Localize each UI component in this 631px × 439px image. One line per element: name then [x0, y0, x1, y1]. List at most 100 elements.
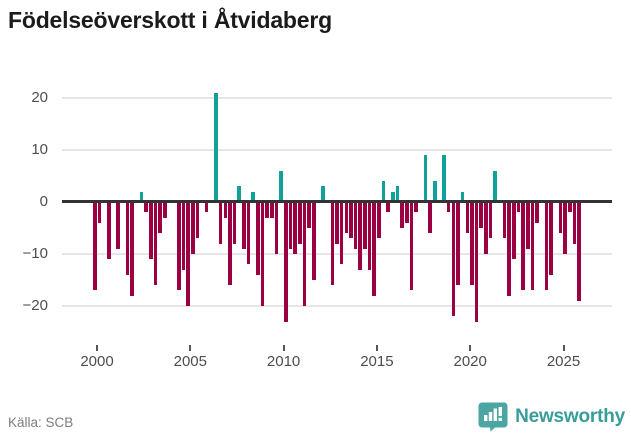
bar[interactable] — [521, 202, 525, 291]
bar[interactable] — [232, 202, 237, 244]
bar[interactable] — [572, 202, 577, 244]
bar[interactable] — [400, 202, 404, 228]
bar[interactable] — [563, 202, 567, 254]
x-axis-tick — [562, 345, 565, 351]
bar[interactable] — [460, 191, 465, 202]
bar[interactable] — [139, 191, 144, 202]
bar[interactable] — [330, 202, 335, 286]
x-axis-tick — [282, 345, 285, 351]
bar[interactable] — [344, 202, 349, 234]
x-axis-tick — [189, 345, 192, 351]
bar[interactable] — [372, 202, 377, 296]
bar[interactable] — [288, 202, 293, 249]
bar[interactable] — [409, 202, 414, 291]
x-axis-tick-label: 2005 — [173, 353, 207, 370]
bar[interactable] — [228, 202, 232, 286]
bar[interactable] — [567, 202, 572, 213]
bar[interactable] — [284, 202, 288, 322]
bar[interactable] — [353, 202, 358, 249]
bar[interactable] — [223, 202, 228, 218]
bar[interactable] — [260, 202, 265, 306]
bar[interactable] — [339, 202, 344, 265]
bar[interactable] — [93, 202, 97, 291]
bar[interactable] — [391, 191, 395, 202]
bar[interactable] — [349, 202, 353, 239]
bar[interactable] — [442, 155, 446, 202]
y-axis-tick-label: −10 — [22, 245, 48, 262]
x-axis-tick-label: 2020 — [453, 353, 487, 370]
bar[interactable] — [195, 202, 200, 239]
bar[interactable] — [474, 202, 479, 322]
bar[interactable] — [446, 202, 451, 213]
bar[interactable] — [428, 202, 432, 234]
bar[interactable] — [535, 202, 539, 223]
bar[interactable] — [246, 202, 251, 265]
bar[interactable] — [381, 181, 386, 202]
bar[interactable] — [204, 202, 209, 213]
bar[interactable] — [479, 202, 484, 228]
bar[interactable] — [526, 202, 530, 249]
bar[interactable] — [186, 202, 190, 306]
bar[interactable] — [423, 155, 428, 202]
bar[interactable] — [130, 202, 135, 296]
bar[interactable] — [358, 202, 363, 270]
bar[interactable] — [190, 202, 195, 254]
bar[interactable] — [279, 170, 283, 202]
bar[interactable] — [274, 202, 279, 254]
bar[interactable] — [558, 202, 563, 234]
x-axis-tick-label: 2010 — [266, 353, 301, 370]
bar[interactable] — [530, 202, 535, 291]
bar[interactable] — [465, 202, 470, 234]
bar[interactable] — [516, 202, 521, 213]
bar[interactable] — [158, 202, 162, 234]
bar[interactable] — [256, 202, 260, 275]
bar[interactable] — [311, 202, 316, 280]
bar[interactable] — [302, 202, 307, 306]
bar[interactable] — [451, 202, 456, 317]
bar[interactable] — [265, 202, 269, 218]
bar[interactable] — [297, 202, 302, 244]
bar[interactable] — [549, 202, 553, 275]
x-axis-tick-label: 2000 — [80, 353, 114, 370]
bar[interactable] — [544, 202, 549, 291]
bar[interactable] — [116, 202, 121, 249]
bar[interactable] — [456, 202, 460, 286]
bar[interactable] — [144, 202, 148, 213]
bar[interactable] — [181, 202, 186, 270]
bar[interactable] — [507, 202, 511, 296]
bar[interactable] — [502, 202, 507, 239]
bar[interactable] — [107, 202, 111, 260]
page-title: Födelseöverskott i Åtvidaberg — [8, 7, 332, 33]
bar[interactable] — [395, 186, 400, 202]
bar[interactable] — [307, 202, 311, 228]
bar[interactable] — [577, 202, 581, 301]
bar[interactable] — [386, 202, 390, 213]
bar[interactable] — [242, 202, 246, 249]
bar[interactable] — [377, 202, 381, 239]
bar[interactable] — [270, 202, 274, 218]
bar[interactable] — [432, 181, 437, 202]
bar[interactable] — [414, 202, 418, 213]
bar[interactable] — [293, 202, 297, 254]
bar[interactable] — [125, 202, 130, 275]
bar[interactable] — [97, 202, 102, 223]
bar[interactable] — [153, 202, 158, 286]
bar[interactable] — [512, 202, 516, 260]
bar[interactable] — [470, 202, 474, 286]
newsworthy-logo[interactable]: Newsworthy — [478, 401, 625, 432]
bar[interactable] — [488, 202, 493, 239]
bar[interactable] — [484, 202, 488, 254]
bar[interactable] — [214, 92, 218, 202]
bar[interactable] — [237, 186, 242, 202]
bar[interactable] — [163, 202, 167, 218]
bar[interactable] — [405, 202, 409, 223]
bar[interactable] — [363, 202, 367, 249]
bar[interactable] — [321, 186, 325, 202]
bar[interactable] — [218, 202, 223, 244]
bar[interactable] — [493, 170, 498, 202]
bar[interactable] — [251, 191, 256, 202]
bar[interactable] — [176, 202, 181, 291]
bar[interactable] — [367, 202, 372, 270]
bar[interactable] — [149, 202, 153, 260]
bar[interactable] — [335, 202, 339, 244]
